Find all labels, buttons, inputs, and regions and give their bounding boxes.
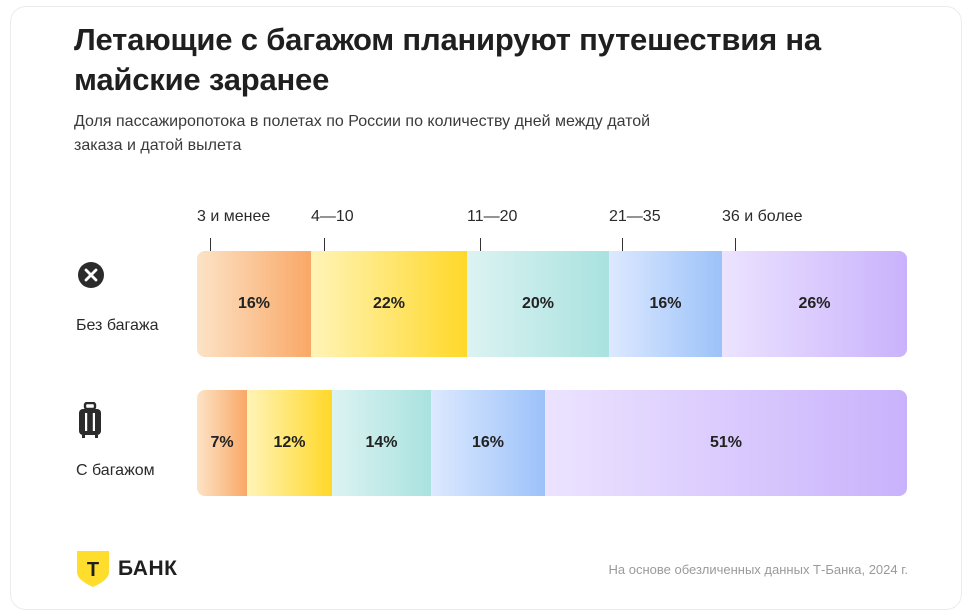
bar-segment: 26% (722, 251, 907, 357)
category-tick-line (324, 238, 325, 262)
row-label-with-baggage: С багажом (76, 462, 155, 479)
stacked-bar-with-baggage: 7% 12% 14% 16% 51% (197, 390, 907, 496)
category-tick-line (210, 238, 211, 262)
data-label: 51% (709, 434, 743, 451)
category-tick-line (622, 238, 623, 262)
data-label: 26% (798, 295, 831, 312)
bar-segment: 16% (197, 251, 311, 357)
source-note: На основе обезличенных данных Т-Банка, 2… (608, 562, 909, 577)
category-tick-label: 4—10 (311, 208, 354, 225)
bar-segment: 16% (609, 251, 722, 357)
brand-logo: Т БАНК (76, 550, 177, 588)
bar-segment: 12% (247, 390, 332, 496)
data-label: 16% (237, 295, 271, 312)
category-tick-label: 3 и менее (197, 208, 271, 225)
category-tick-line (480, 238, 481, 262)
category-tick-label: 21—35 (609, 208, 661, 225)
data-label: 20% (521, 295, 555, 312)
brand-name: БАНК (118, 557, 178, 580)
bar-segment: 14% (332, 390, 431, 496)
data-label: 12% (273, 434, 306, 451)
bar-segment: 22% (311, 251, 467, 357)
data-label: 14% (365, 434, 398, 451)
row-label-no-baggage: Без багажа (76, 317, 159, 334)
suitcase-icon (77, 401, 103, 443)
chart-title: Летающие с багажом планируют путешествия… (74, 22, 821, 97)
chart-subtitle: Доля пассажиропотока в полетах по России… (74, 113, 651, 154)
bar-segment: 51% (545, 390, 907, 496)
bar-segment: 20% (467, 251, 609, 357)
data-label: 16% (471, 434, 505, 451)
data-label: 7% (210, 434, 234, 451)
category-tick-label: 11—20 (467, 208, 518, 225)
data-label: 22% (372, 295, 406, 312)
bar-segment: 16% (431, 390, 545, 496)
shield-logo-icon: Т (77, 551, 109, 587)
category-tick-line (735, 238, 736, 262)
stacked-bar-no-baggage: 16% 22% 20% 16% 26% (197, 251, 907, 357)
bar-segment: 7% (197, 390, 247, 496)
data-label: 16% (649, 295, 682, 312)
logo-letter: Т (87, 559, 99, 581)
category-tick-label: 36 и более (722, 208, 803, 225)
close-circle-icon (77, 261, 105, 294)
